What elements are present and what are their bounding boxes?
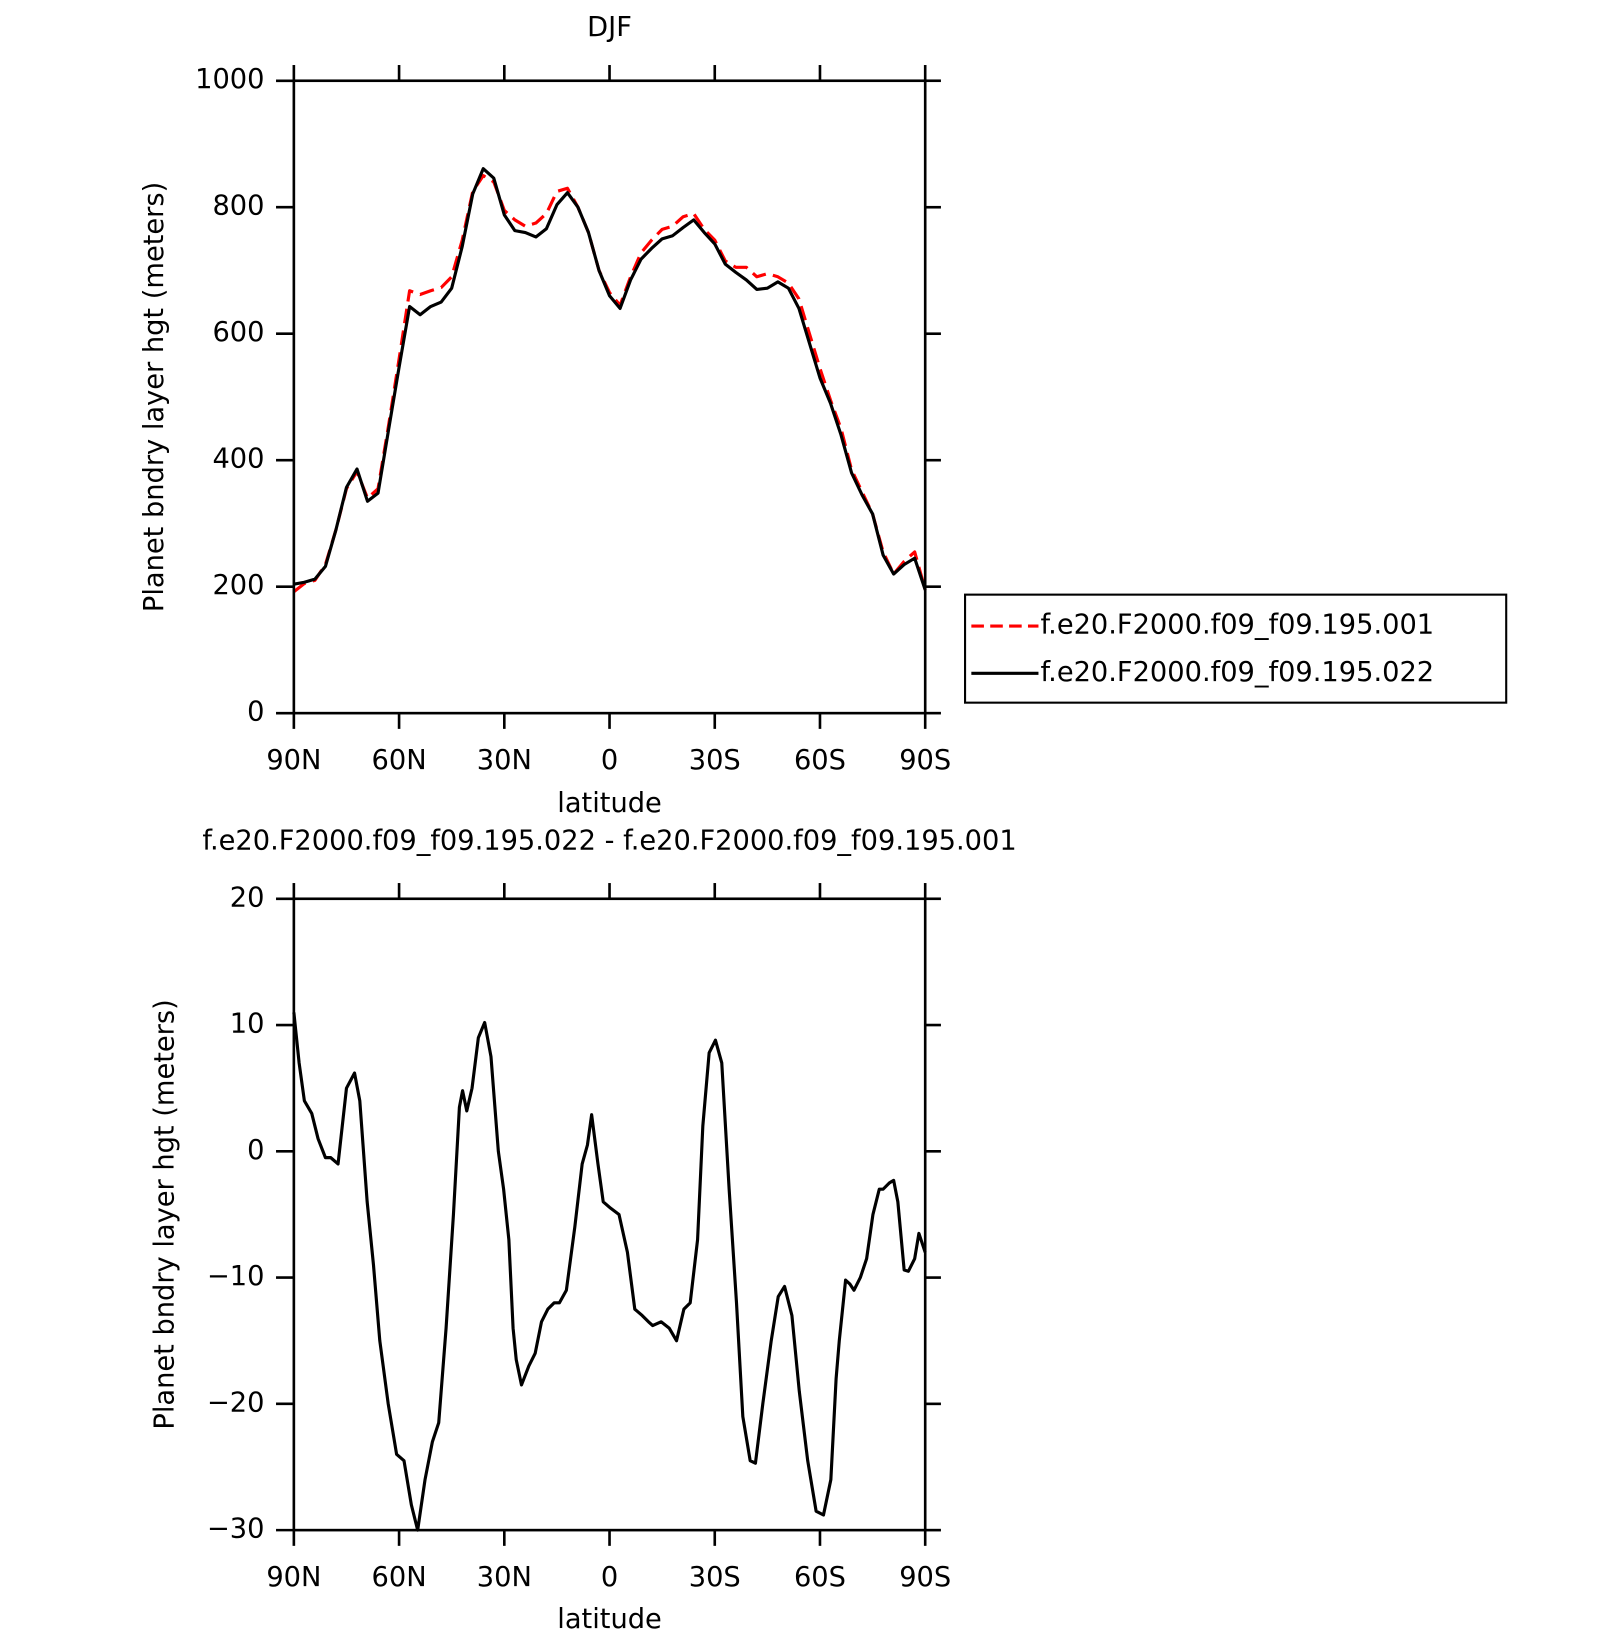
y-tick-label: 200: [212, 570, 264, 601]
x-tick-label: 90S: [899, 745, 951, 776]
y-tick-label: 600: [212, 317, 264, 348]
x-tick-label: 0: [601, 1562, 618, 1593]
legend-label: f.e20.F2000.f09_f09.195.022: [1041, 657, 1435, 688]
data-line: [292, 1012, 927, 1532]
x-tick-label: 30N: [477, 1562, 532, 1593]
x-tick-label: 60N: [372, 745, 427, 776]
x-tick-label: 60S: [794, 1562, 846, 1593]
y-tick-label: 0: [247, 1135, 264, 1166]
x-tick-label: 30S: [689, 1562, 741, 1593]
x-axis-label: latitude: [557, 788, 662, 819]
chart-title: f.e20.F2000.f09_f09.195.022 - f.e20.F200…: [202, 826, 1016, 857]
y-tick-label: 400: [212, 444, 264, 475]
y-tick-label: 10: [230, 1009, 265, 1040]
x-tick-label: 60S: [794, 745, 846, 776]
plot-frame: [292, 897, 927, 1532]
chart-title: DJF: [587, 12, 632, 43]
x-tick-label: 30S: [689, 745, 741, 776]
x-axis-label: latitude: [557, 1604, 662, 1635]
y-tick-label: 0: [247, 697, 264, 728]
y-tick-label: 20: [230, 882, 265, 913]
x-tick-label: 90N: [266, 745, 321, 776]
x-tick-label: 0: [601, 745, 618, 776]
y-axis-label: Planet bndry layer hgt (meters): [139, 182, 170, 612]
legend-label: f.e20.F2000.f09_f09.195.001: [1041, 610, 1435, 641]
y-tick-label: 800: [212, 191, 264, 222]
x-tick-label: 30N: [477, 745, 532, 776]
y-axis-label: Planet bndry layer hgt (meters): [149, 999, 180, 1429]
data-line: [292, 174, 927, 593]
y-tick-label: −30: [207, 1514, 265, 1545]
x-tick-label: 60N: [372, 1562, 427, 1593]
legend-box: [964, 593, 1508, 704]
x-tick-label: 90S: [899, 1562, 951, 1593]
data-line: [293, 167, 927, 591]
y-tick-label: 1000: [195, 64, 264, 95]
y-tick-label: −20: [207, 1387, 265, 1418]
x-tick-label: 90N: [266, 1562, 321, 1593]
plot-frame: [292, 79, 927, 715]
y-tick-label: −10: [207, 1261, 265, 1292]
